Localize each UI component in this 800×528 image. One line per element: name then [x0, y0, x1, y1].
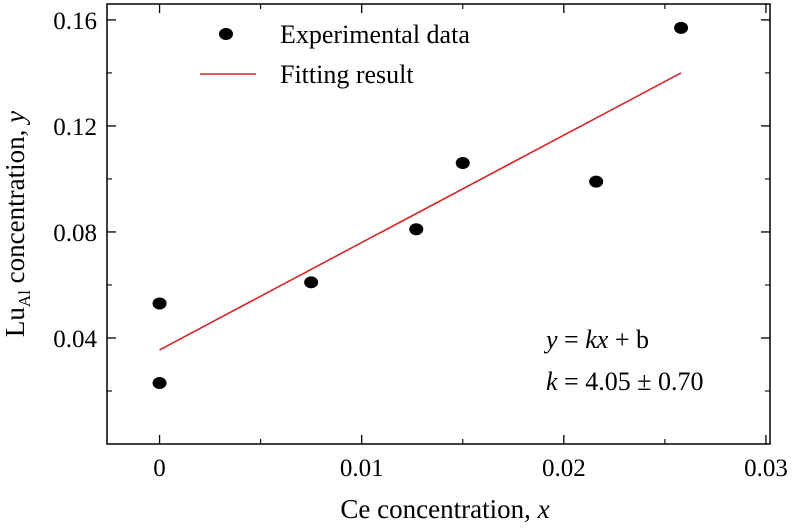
slope-text: k = 4.05 ± 0.70: [546, 367, 703, 396]
equation-var-k: k: [585, 325, 597, 354]
data-point: [304, 276, 319, 289]
x-tick-label: 0.01: [340, 455, 384, 482]
data-point: [152, 377, 167, 390]
x-tick-label: 0.03: [744, 455, 788, 482]
x-axis-title-var: x: [537, 494, 550, 524]
y-axis-title-rest: concentration,: [0, 123, 30, 290]
x-axis-title: Ce concentration, x: [340, 494, 549, 524]
data-point: [455, 157, 470, 170]
data-point: [152, 297, 167, 310]
y-tick-label: 0.08: [53, 220, 97, 247]
y-tick-label: 0.16: [53, 8, 97, 35]
y-axis-title: LuAl concentration, y: [0, 111, 34, 337]
x-tick-label: 0.02: [542, 455, 586, 482]
data-point: [674, 21, 689, 34]
legend-marker-experimental: [219, 28, 233, 40]
equation-text: y = kx + b: [543, 325, 649, 354]
legend: Experimental data Fitting result: [200, 20, 470, 89]
data-point: [589, 175, 604, 188]
axis-ticks: 0 0.01 0.02 0.03 0.04 0.08 0.12 0.16: [53, 4, 788, 482]
x-axis-title-main: Ce concentration,: [340, 494, 537, 524]
y-axis-title-sub: Al: [15, 290, 34, 307]
fit-line: [159, 72, 682, 351]
data-point: [409, 223, 424, 236]
y-axis-title-var: y: [0, 111, 30, 126]
y-tick-label: 0.12: [53, 114, 97, 141]
equation-rest: + b: [608, 325, 649, 354]
slope-value: = 4.05 ± 0.70: [558, 367, 704, 396]
plot-frame: [106, 3, 771, 445]
equation-var-x: x: [596, 325, 609, 354]
equation-equals: =: [558, 325, 586, 354]
y-axis-title-main: Lu: [0, 307, 30, 337]
equation-var-y: y: [543, 325, 558, 354]
slope-var-k: k: [546, 367, 558, 396]
legend-label-fit: Fitting result: [280, 60, 414, 89]
x-tick-label: 0: [153, 455, 166, 482]
plot-area: [152, 21, 689, 390]
legend-label-experimental: Experimental data: [280, 20, 470, 49]
equation-annotation: y = kx + b k = 4.05 ± 0.70: [543, 325, 703, 396]
y-tick-label: 0.04: [53, 326, 97, 353]
